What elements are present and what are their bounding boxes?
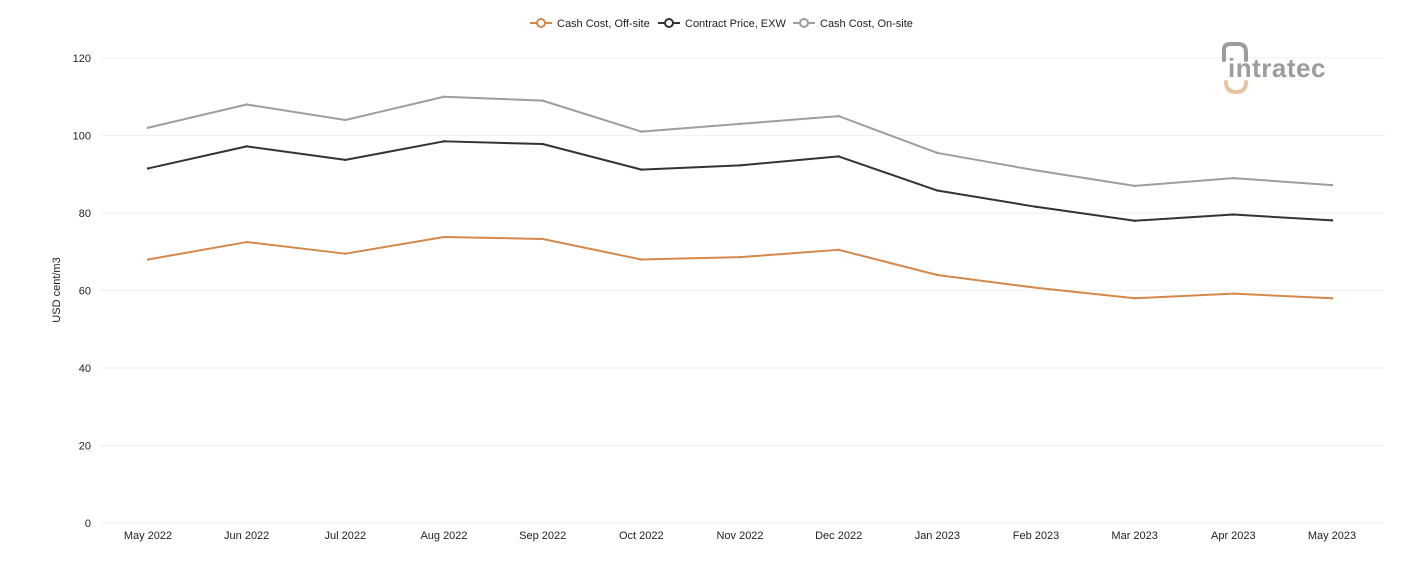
legend-label: Cash Cost, On-site <box>820 18 913 30</box>
data-point <box>344 158 347 162</box>
legend-item[interactable]: Cash Cost, Off-site <box>530 18 650 30</box>
data-point <box>1232 213 1235 216</box>
data-point <box>541 99 544 102</box>
series-line-1 <box>147 140 1333 222</box>
x-tick-label: Jan 2023 <box>915 530 960 542</box>
legend-marker <box>799 18 809 28</box>
data-point <box>936 189 939 192</box>
y-axis-ticks: 0 20 40 60 80 100 120 <box>73 53 91 530</box>
data-point <box>541 142 544 146</box>
data-point <box>245 103 248 106</box>
data-point <box>1330 183 1334 187</box>
legend-label: Cash Cost, Off-site <box>557 18 650 30</box>
data-point <box>245 240 248 244</box>
data-point <box>146 167 150 170</box>
y-tick-label: 40 <box>79 363 91 375</box>
data-point <box>1330 297 1334 300</box>
x-axis-ticks: May 2022 Jun 2022 Jul 2022 Aug 2022 Sep 2022… <box>124 530 1356 542</box>
data-point <box>442 235 446 239</box>
data-point <box>344 118 347 122</box>
x-tick-label: Oct 2022 <box>619 530 664 542</box>
series-line-0 <box>147 236 1333 300</box>
y-tick-label: 100 <box>73 131 91 143</box>
legend-item[interactable]: Cash Cost, On-site <box>793 18 913 30</box>
data-point <box>640 168 643 171</box>
y-axis-title: USD cent/m3 <box>51 257 63 322</box>
brand-name: intratec <box>1228 53 1326 83</box>
x-tick-label: Dec 2022 <box>815 530 862 542</box>
data-point <box>837 155 840 158</box>
logo-arc-bottom <box>1224 80 1248 95</box>
data-point <box>738 255 742 259</box>
x-tick-label: Sep 2022 <box>519 530 566 542</box>
data-point <box>1034 169 1038 172</box>
logo-arc-top <box>1222 42 1248 62</box>
intratec-logo: intratec <box>1222 42 1326 95</box>
x-tick-label: Jul 2022 <box>325 530 367 542</box>
data-point <box>146 258 150 261</box>
data-point <box>640 258 643 261</box>
data-point <box>541 237 544 241</box>
y-tick-label: 120 <box>73 53 91 65</box>
data-point <box>640 130 643 133</box>
legend-marker <box>536 18 546 28</box>
x-tick-label: May 2022 <box>124 530 172 542</box>
y-tick-label: 60 <box>79 286 91 298</box>
data-point <box>146 126 150 129</box>
data-point <box>1232 176 1235 180</box>
data-point <box>442 140 446 143</box>
legend[interactable]: Cash Cost, Off-site Contract Price, EXW Ca… <box>530 18 913 30</box>
y-tick-label: 0 <box>85 518 91 530</box>
data-point <box>837 114 840 118</box>
data-point <box>837 248 840 252</box>
grid-lines <box>100 57 1385 524</box>
data-point <box>1034 286 1038 289</box>
data-point <box>1133 184 1136 188</box>
data-point <box>738 164 742 167</box>
data-point <box>1133 219 1136 222</box>
data-point <box>936 151 939 155</box>
x-tick-label: Aug 2022 <box>420 530 467 542</box>
series-lines <box>146 95 1334 300</box>
x-tick-label: Apr 2023 <box>1211 530 1256 542</box>
data-point <box>442 95 446 98</box>
x-tick-label: Mar 2023 <box>1111 530 1157 542</box>
legend-item[interactable]: Contract Price, EXW <box>658 18 786 30</box>
x-tick-label: Jun 2022 <box>224 530 269 542</box>
data-point <box>1232 292 1235 295</box>
data-point <box>1133 297 1136 300</box>
data-point <box>245 145 248 148</box>
data-point <box>1034 205 1038 208</box>
y-tick-label: 20 <box>79 441 91 453</box>
data-point <box>1330 219 1334 222</box>
x-tick-label: May 2023 <box>1308 530 1356 542</box>
series-line-2 <box>147 95 1333 187</box>
data-point <box>344 252 347 255</box>
legend-marker <box>664 18 674 28</box>
data-point <box>738 122 742 126</box>
x-tick-label: Feb 2023 <box>1013 530 1059 542</box>
x-tick-label: Nov 2022 <box>716 530 763 542</box>
data-point <box>936 273 939 277</box>
y-tick-label: 80 <box>79 208 91 220</box>
legend-label: Contract Price, EXW <box>685 18 786 30</box>
